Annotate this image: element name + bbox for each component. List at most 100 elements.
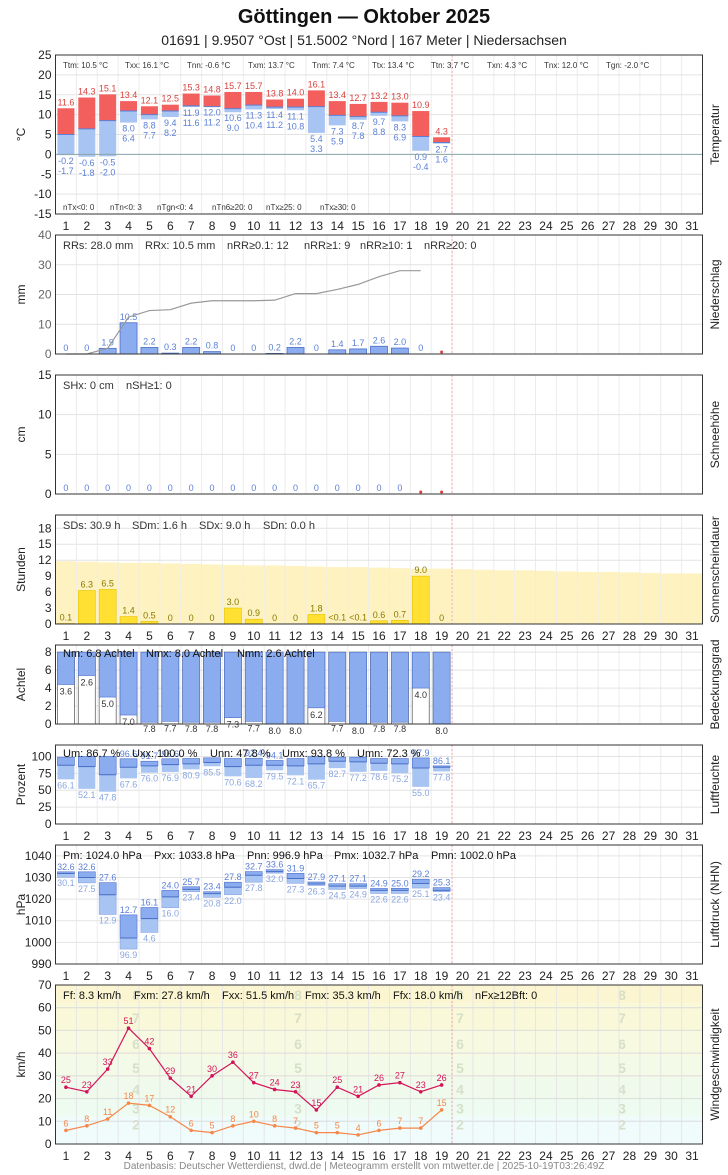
station-subtitle: 01691 | 9.9507 °Ost | 51.5002 °Nord | 16… bbox=[161, 32, 567, 48]
beaufort-label: 6 bbox=[456, 1036, 464, 1052]
tmax-bar bbox=[412, 111, 430, 137]
precip-label: 2.2 bbox=[143, 336, 156, 346]
day-label: 8 bbox=[209, 629, 216, 643]
daylength-bar bbox=[160, 563, 181, 624]
beaufort-label: 3 bbox=[456, 1101, 464, 1117]
y-tick-label: 3 bbox=[45, 601, 52, 615]
y-tick-label: 20 bbox=[38, 1092, 52, 1106]
stat-label: nFx≥12Bft: 0 bbox=[475, 990, 537, 1002]
y-tick-label: 9 bbox=[45, 569, 52, 583]
beaufort-label: 3 bbox=[294, 1101, 302, 1117]
gust-point bbox=[189, 1094, 193, 1099]
snow-label: 0 bbox=[230, 483, 235, 493]
pressure-upper-bar bbox=[140, 907, 159, 919]
day-label: 23 bbox=[518, 969, 532, 983]
tmin-bar bbox=[349, 116, 367, 120]
panel-border bbox=[55, 514, 703, 625]
precip-bar bbox=[182, 347, 201, 355]
cloud-bar bbox=[203, 651, 221, 723]
tmax-bar bbox=[245, 91, 263, 106]
tmax-label: 15.7 bbox=[245, 81, 263, 91]
precip-label: 2.0 bbox=[394, 337, 407, 347]
pressure-lower-bar bbox=[161, 896, 180, 909]
mean-wind-label: 12 bbox=[165, 1105, 175, 1115]
cloud-bar bbox=[140, 651, 159, 723]
mean-wind-point bbox=[189, 1128, 193, 1133]
tmin-label: 11.9 bbox=[183, 108, 200, 118]
tmin-label: -0.5 bbox=[100, 157, 116, 167]
day-label: 26 bbox=[581, 1149, 595, 1163]
cloud-label-bg bbox=[245, 723, 262, 734]
cloud-label: 7.3 bbox=[227, 720, 240, 730]
humidity-lower-bar bbox=[140, 765, 158, 773]
pressure-min-label: 24.9 bbox=[349, 889, 367, 899]
tmax-bar bbox=[57, 108, 75, 135]
stat-label: SDx: 9.0 h bbox=[199, 520, 250, 532]
cloud-label-bg bbox=[99, 699, 116, 710]
mean-wind-point bbox=[126, 1101, 131, 1105]
day-label: 5 bbox=[146, 219, 153, 233]
pressure-lower-bar bbox=[224, 886, 242, 896]
day-label: 20 bbox=[456, 829, 470, 843]
stat-label: Uxx: 100.0 % bbox=[132, 748, 198, 760]
stat-label: Umx: 93.8 % bbox=[282, 748, 345, 760]
precip-bar bbox=[370, 345, 388, 355]
mean-wind-label: 10 bbox=[249, 1109, 259, 1119]
pressure-max-label: 32.7 bbox=[245, 862, 263, 872]
sunshine-label: <0.1 bbox=[349, 613, 367, 623]
tmin-label: 11.1 bbox=[287, 111, 304, 121]
pressure-lower-bar bbox=[411, 883, 430, 889]
mean-wind-label: 6 bbox=[189, 1118, 194, 1128]
day-label: 18 bbox=[414, 219, 428, 233]
daylength-bar bbox=[243, 565, 264, 624]
humidity-lower-bar bbox=[245, 765, 263, 778]
cloud-label: 8.0 bbox=[289, 726, 302, 736]
humidity-max-label: 86.1 bbox=[433, 756, 451, 766]
humidity-lower-bar bbox=[99, 774, 117, 792]
tmin-label: 10.6 bbox=[224, 113, 242, 123]
sunshine-bar bbox=[224, 607, 242, 625]
snow-label: 0 bbox=[335, 483, 340, 493]
cloud-bar bbox=[370, 651, 388, 723]
mean-wind-point bbox=[377, 1128, 381, 1133]
beaufort-label: 5 bbox=[294, 1060, 302, 1076]
pressure-upper-bar bbox=[411, 878, 430, 884]
tmin-bar bbox=[433, 142, 451, 144]
sunshine-label: 3.0 bbox=[227, 597, 240, 607]
tmax-bar bbox=[182, 93, 200, 106]
pressure-min-label: 27.5 bbox=[78, 884, 96, 894]
pressure-max-label: 24.9 bbox=[370, 878, 388, 888]
panel-border bbox=[55, 234, 703, 355]
humidity-min-label: 67.6 bbox=[120, 779, 138, 789]
mean-wind-label: 17 bbox=[144, 1093, 154, 1103]
precip-label: 0 bbox=[314, 343, 319, 353]
sunshine-label: 6.5 bbox=[101, 578, 114, 588]
beaufort-label: 3 bbox=[618, 1101, 626, 1117]
cloud-bar bbox=[161, 651, 180, 722]
y-axis-label: cm bbox=[14, 427, 28, 443]
day-label: 6 bbox=[167, 629, 174, 643]
cloud-bar bbox=[349, 651, 367, 725]
humidity-max-label: 97.9 bbox=[412, 748, 430, 758]
mean-wind-point bbox=[293, 1126, 298, 1130]
day-label: 27 bbox=[602, 1149, 616, 1163]
panel-border bbox=[55, 744, 703, 825]
day-label: 15 bbox=[351, 629, 365, 643]
daylength-bar bbox=[348, 567, 369, 624]
day-label: 5 bbox=[146, 829, 153, 843]
humidity-min-label: 47.8 bbox=[99, 793, 117, 803]
tground-label: 11.6 bbox=[183, 118, 200, 128]
snow-label: 0 bbox=[63, 483, 68, 493]
pressure-min-label: 26.3 bbox=[308, 886, 326, 896]
humidity-min-label: 70.6 bbox=[224, 777, 242, 787]
y-tick-label: 990 bbox=[31, 957, 51, 971]
day-label: 16 bbox=[372, 1149, 386, 1163]
precip-label: 0 bbox=[418, 343, 423, 353]
daylength-bar bbox=[577, 571, 598, 624]
y-tick-label: 12 bbox=[38, 553, 52, 567]
day-label: 23 bbox=[518, 629, 532, 643]
snow-panel: 15 10 5 0 cm Schneehöhe 0 0 0 0 0 0 0 0 0 0 0 0 0 0 0 0 0 SHx: … bbox=[14, 368, 722, 501]
tmin-label: 11.4 bbox=[266, 110, 283, 120]
humidity-min-label: 85.5 bbox=[203, 767, 221, 777]
day-label: 21 bbox=[477, 629, 491, 643]
